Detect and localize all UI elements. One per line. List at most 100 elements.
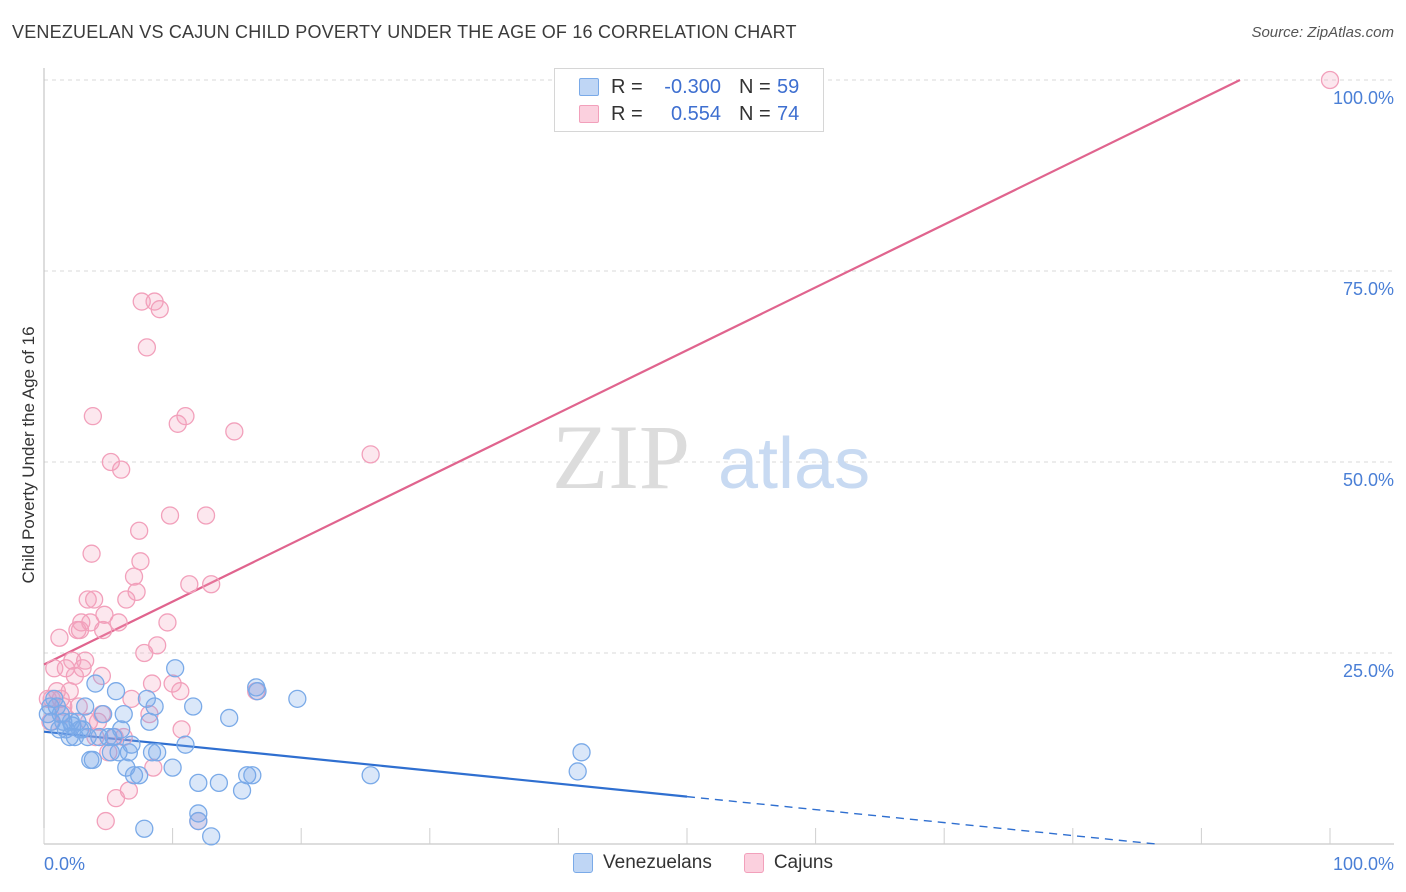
cajun-point (50, 628, 69, 647)
venezuelan-point (94, 704, 113, 724)
legend-n-label: N = (739, 102, 771, 125)
legend-n-value: 74 (777, 102, 800, 125)
venezuelan-point (243, 766, 262, 785)
venezuelan-point (163, 758, 182, 777)
cajun-point (124, 567, 144, 586)
cajun-point (148, 636, 167, 655)
x-tick-label: 0.0% (44, 854, 85, 874)
cajun-point (1320, 70, 1340, 90)
venezuelan-point (114, 704, 133, 724)
venezuelan-point (148, 743, 167, 762)
cajun-point (65, 666, 85, 686)
cajun-point (137, 338, 157, 357)
cajun-point (70, 620, 90, 640)
cajun-point (109, 613, 128, 632)
venezuelan-point (568, 762, 587, 781)
venezuelan-point (288, 689, 307, 708)
cajuns-swatch (743, 853, 764, 873)
correlation-legend: R = -0.300 N = 59 R = 0.554 N = 74 (554, 68, 824, 132)
legend-row-venezuelan: R = -0.300 N = 59 (579, 74, 799, 100)
cajun-point (132, 292, 151, 311)
venezuelan-point (140, 712, 159, 731)
venezuelan-point (220, 708, 239, 728)
cajun-point (69, 697, 88, 716)
cajun-point (82, 544, 101, 563)
venezuelan-point (189, 773, 208, 793)
venezuelan-point (232, 781, 252, 800)
venezuelan-point (101, 743, 121, 762)
venezuelan-point (572, 743, 591, 762)
cajun-point (163, 674, 182, 693)
cajun-point (160, 506, 180, 525)
cajun-point (171, 682, 190, 701)
venezuelan-point (130, 766, 149, 785)
y-axis-label: Child Poverty Under the Age of 16 (19, 326, 38, 583)
cajun-trend-line (43, 79, 1241, 666)
legend-r-label: R = (611, 102, 643, 125)
cajun-swatch (579, 105, 599, 123)
venezuelan-point (135, 819, 154, 838)
cajun-point (225, 422, 244, 441)
cajun-point (63, 651, 82, 670)
venezuelan-point (189, 804, 208, 823)
venezuelan-point (202, 827, 221, 846)
cajun-point (158, 613, 177, 632)
cajun-point (96, 811, 115, 831)
cajun-point (361, 445, 380, 464)
cajun-point (196, 506, 216, 525)
cajun-point (85, 590, 104, 609)
venezuelans-label: Venezuelans (603, 852, 712, 873)
legend-item-cajuns[interactable]: Cajuns (743, 852, 833, 874)
venezuelan-point (137, 689, 157, 708)
cajun-point (117, 590, 136, 609)
legend-row-cajun: R = 0.554 N = 74 (579, 101, 799, 127)
venezuelan-point (76, 697, 95, 716)
source-credit: Source: ZipAtlas.com (1251, 24, 1394, 41)
cajun-point (127, 582, 146, 602)
watermark-atlas: atlas (718, 424, 870, 504)
cajun-point (95, 605, 114, 624)
legend-r-value: -0.300 (664, 75, 721, 98)
trend-lines (43, 79, 1241, 845)
cajun-point (76, 651, 95, 670)
cajun-point (180, 575, 199, 594)
legend-n-label: N = (739, 75, 771, 98)
venezuelan-point (176, 735, 195, 754)
venezuelan-point (209, 773, 229, 793)
legend-r-value: 0.554 (670, 102, 721, 125)
venezuelan-point (238, 766, 257, 785)
cajun-point (119, 781, 139, 800)
venezuelan-point (189, 811, 208, 831)
cajun-point (150, 300, 169, 319)
cajun-point (131, 552, 150, 571)
cajun-point (202, 575, 221, 594)
venezuelan-point (145, 697, 164, 716)
venezuelan-point (248, 682, 267, 701)
venezuelan-point (86, 674, 105, 693)
cajun-point (168, 414, 187, 433)
venezuelan-point (166, 659, 185, 678)
data-points (38, 70, 1340, 846)
cajun-point (144, 758, 163, 777)
legend-item-venezuelans[interactable]: Venezuelans (573, 852, 712, 874)
cajun-point (142, 674, 162, 693)
venezuelan-trend-extrapolated (686, 795, 1157, 845)
cajuns-label: Cajuns (773, 852, 833, 873)
cajun-point (78, 590, 97, 609)
tick-labels: 25.0% 50.0% 75.0% 100.0% 0.0% 100.0% (44, 88, 1394, 874)
chart-title: VENEZUELAN VS CAJUN CHILD POVERTY UNDER … (12, 22, 797, 42)
venezuelan-point (124, 766, 144, 785)
cajun-point (122, 689, 141, 708)
watermark-zip: ZIP (552, 406, 690, 508)
venezuelan-point (184, 697, 203, 716)
y-tick-label: 50.0% (1343, 470, 1394, 490)
venezuelan-trend-line (43, 730, 688, 798)
cajun-point (112, 460, 131, 479)
cajun-point (176, 407, 195, 426)
y-tick-label: 75.0% (1343, 279, 1394, 299)
cajun-point (60, 682, 79, 701)
legend-n-value: 59 (777, 75, 800, 98)
cajun-point (101, 452, 121, 472)
venezuelans-swatch (573, 853, 593, 873)
cajun-point (83, 407, 103, 426)
